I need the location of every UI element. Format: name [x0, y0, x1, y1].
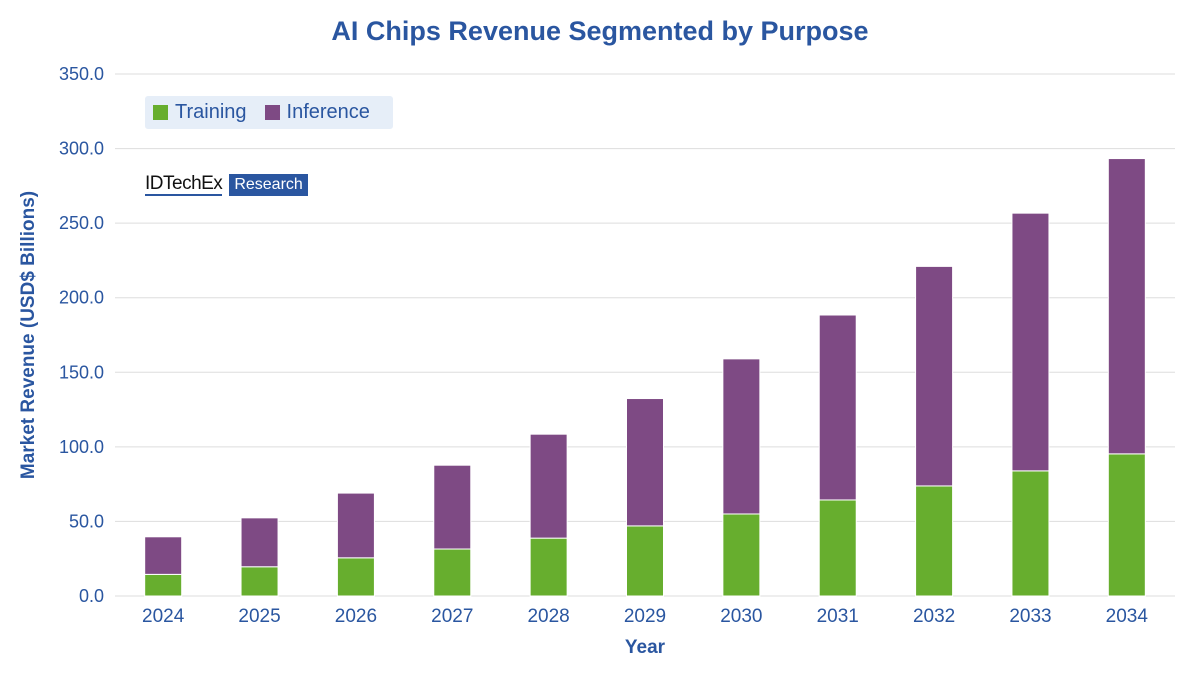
bar-training-2031 [818, 499, 857, 597]
legend-label-inference: Inference [286, 101, 370, 123]
bar-inference-2024 [144, 536, 183, 575]
y-tick-label: 50.0 [69, 511, 104, 531]
x-axis-label: Year [625, 637, 666, 658]
y-tick-label: 350.0 [59, 64, 104, 84]
legend-item-training[interactable]: Training [145, 101, 247, 124]
x-tick-label: 2029 [624, 606, 666, 627]
bar-inference-2034 [1107, 158, 1146, 455]
bar-training-2034 [1107, 453, 1146, 597]
legend-item-inference[interactable]: Inference [257, 101, 370, 124]
y-tick-label: 150.0 [59, 362, 104, 382]
bar-inference-2027 [433, 464, 472, 550]
bar-training-2030 [722, 513, 761, 597]
bar-inference-2025 [240, 517, 279, 568]
bar-inference-2032 [915, 265, 954, 487]
logo-brand: IDTechEx [145, 173, 223, 196]
y-axis-label: Market Revenue (USD$ Billions) [18, 191, 39, 479]
y-tick-label: 100.0 [59, 437, 104, 457]
y-tick-label: 250.0 [59, 213, 104, 233]
bar-inference-2033 [1011, 212, 1050, 472]
y-tick-label: 200.0 [59, 288, 104, 308]
legend-swatch-inference [264, 105, 280, 120]
chart-title: AI Chips Revenue Segmented by Purpose [331, 16, 869, 46]
x-tick-label: 2027 [431, 606, 473, 627]
legend: Training Inference [145, 96, 393, 129]
bar-inference-2030 [722, 358, 761, 515]
x-tick-label: 2026 [335, 606, 377, 627]
bar-training-2026 [336, 557, 375, 597]
x-tick-label: 2032 [913, 606, 955, 627]
x-tick-label: 2031 [817, 606, 859, 627]
bar-training-2033 [1011, 470, 1050, 597]
bar-training-2029 [626, 525, 664, 597]
y-tick-label: 300.0 [59, 139, 104, 159]
x-tick-label: 2034 [1106, 606, 1149, 627]
bar-inference-2029 [626, 398, 664, 527]
x-tick-label: 2024 [142, 606, 185, 627]
legend-swatch-training [153, 105, 168, 120]
x-tick-label: 2033 [1009, 606, 1051, 627]
idtechex-logo: IDTechEx Research [145, 173, 308, 196]
logo-tag: Research [229, 173, 308, 196]
bar-training-2032 [915, 485, 954, 597]
bar-training-2024 [144, 573, 183, 597]
bar-training-2027 [433, 548, 472, 597]
bar-inference-2031 [818, 314, 857, 501]
legend-label-training: Training [175, 101, 247, 123]
x-tick-label: 2025 [238, 606, 280, 627]
x-tick-label: 2028 [527, 606, 569, 627]
bar-inference-2026 [336, 492, 375, 559]
x-tick-label: 2030 [720, 606, 762, 627]
bar-inference-2028 [529, 433, 568, 539]
bar-training-2028 [529, 537, 568, 597]
bar-training-2025 [240, 566, 279, 597]
y-tick-label: 0.0 [79, 586, 104, 606]
